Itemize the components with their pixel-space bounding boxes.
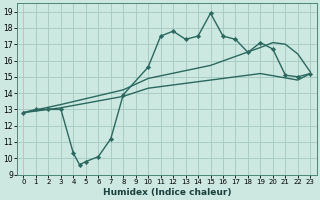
X-axis label: Humidex (Indice chaleur): Humidex (Indice chaleur) bbox=[103, 188, 231, 197]
